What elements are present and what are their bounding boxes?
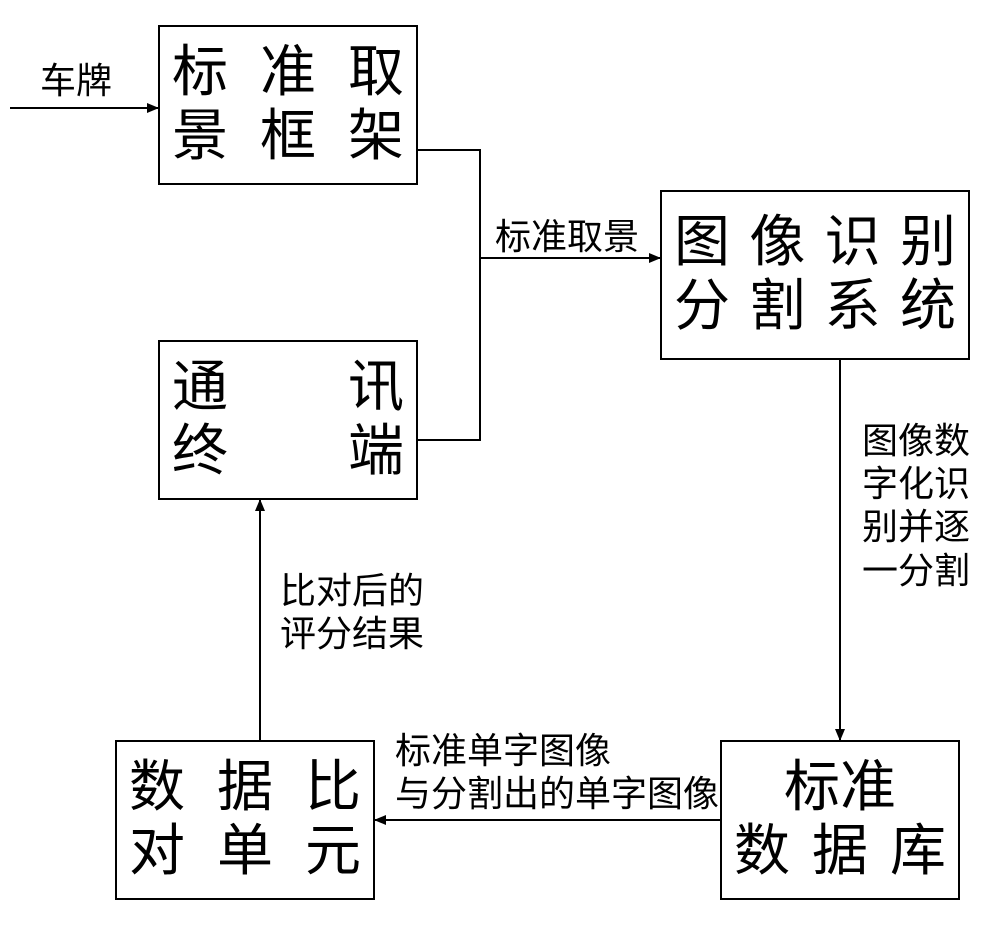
node-image-recognition-segmentation-system: 图像识别 分割系统 <box>660 190 970 360</box>
node-label-line: 数据比 <box>129 757 361 819</box>
node-label-line: 对单元 <box>129 821 361 883</box>
edge-label-line: 字化识 <box>862 463 970 506</box>
node-standard-viewfinder-frame: 标准取 景框架 <box>158 25 418 185</box>
node-label-line: 终 端 <box>172 421 404 483</box>
edge-label-line: 与分割出的单字图像 <box>395 773 719 816</box>
edge-label-standard-viewfinder: 标准取景 <box>495 216 639 259</box>
edge-label-standard-single-char-image: 标准单字图像 与分割出的单字图像 <box>395 730 719 816</box>
node-label-line: 通 讯 <box>172 357 404 419</box>
edge-label-line: 一分割 <box>862 550 970 593</box>
node-label-line: 标准 <box>734 756 946 820</box>
edge-label-line: 标准取景 <box>495 216 639 259</box>
edge-label-comparison-score-result: 比对后的 评分结果 <box>280 570 424 656</box>
node-label-line: 数据库 <box>734 820 946 884</box>
node-label-line: 标准取 <box>172 42 404 104</box>
edge-label-line: 标准单字图像 <box>395 730 719 773</box>
edge-label-license-plate: 车牌 <box>40 60 112 103</box>
flowchart-canvas: 标准取 景框架 图像识别 分割系统 通 讯 终 端 数据比 对单元 标准 数据库… <box>0 0 1000 945</box>
edge-label-line: 车牌 <box>40 60 112 103</box>
edge-label-line: 别并逐 <box>862 506 970 549</box>
node-communication-terminal: 通 讯 终 端 <box>158 340 418 500</box>
node-label-line: 分割系统 <box>674 276 956 338</box>
node-standard-database: 标准 数据库 <box>720 740 960 900</box>
node-label-line: 图像识别 <box>674 212 956 274</box>
edge-label-line: 图像数 <box>862 420 970 463</box>
edge-n3-join <box>418 258 480 440</box>
edge-label-line: 评分结果 <box>280 613 424 656</box>
node-label-line: 景框架 <box>172 106 404 168</box>
edge-label-image-digitize-segment: 图像数 字化识 别并逐 一分割 <box>862 420 970 593</box>
edge-label-line: 比对后的 <box>280 570 424 613</box>
node-data-comparison-unit: 数据比 对单元 <box>115 740 375 900</box>
